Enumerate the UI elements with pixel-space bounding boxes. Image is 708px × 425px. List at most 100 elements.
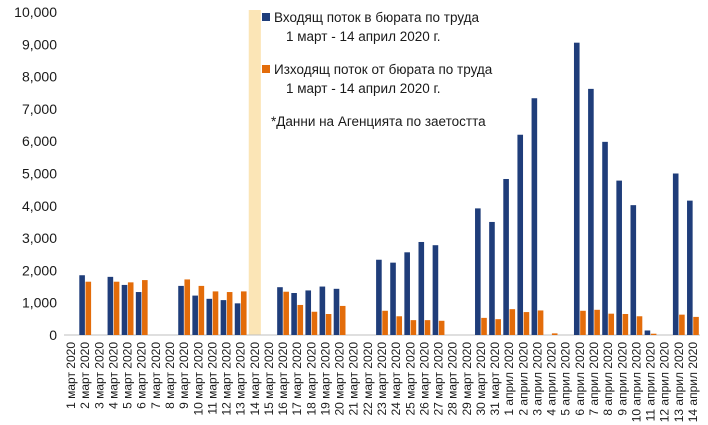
- x-tick-label: 9 март 2020: [177, 342, 191, 409]
- bar-outflow: [679, 314, 685, 335]
- bar-inflow: [602, 141, 608, 335]
- x-tick-label: 8 април 2020: [601, 342, 615, 416]
- x-tick-label: 22 март 2020: [361, 342, 375, 416]
- y-tick-label: 8,000: [22, 69, 57, 85]
- bar-outflow: [495, 319, 501, 335]
- bar-inflow: [475, 208, 481, 335]
- y-axis: 0 1,000 2,000 3,000 4,000 5,000 6,000 7,000 8,00…: [14, 4, 700, 343]
- x-tick-label: 6 март 2020: [135, 342, 149, 409]
- bar-outflow: [226, 292, 233, 335]
- bar-inflow: [517, 134, 524, 335]
- bar-outflow: [198, 285, 205, 335]
- x-tick-label: 14 март 2020: [248, 342, 262, 416]
- bar-outflow: [608, 313, 615, 335]
- bar-inflow: [573, 42, 580, 336]
- x-tick-label: 10 март 2020: [191, 342, 205, 416]
- x-tick-label: 26 март 2020: [417, 342, 431, 416]
- y-tick-label: 9,000: [22, 36, 57, 52]
- bar-inflow: [376, 259, 382, 335]
- bar-inflow: [135, 292, 142, 335]
- bar-inflow: [277, 287, 283, 335]
- x-tick-label: 12 март 2020: [220, 342, 234, 416]
- bar-outflow: [325, 314, 332, 335]
- y-tick-label: 10,000: [14, 4, 57, 20]
- x-tick-label: 2 април 2020: [516, 342, 530, 416]
- legend-swatch-outflow: [262, 65, 270, 73]
- bar-outflow: [537, 310, 544, 335]
- y-tick-label: 2,000: [22, 262, 57, 278]
- bars: [79, 42, 699, 336]
- bar-outflow: [693, 316, 699, 335]
- legend-entry-outflow: Изходящ поток от бюрата по труда 1 март …: [262, 60, 702, 98]
- x-tick-label: 13 март 2020: [234, 342, 248, 416]
- bar-inflow: [503, 178, 509, 335]
- x-tick-label: 6 април 2020: [573, 342, 587, 416]
- legend-period-outflow: 1 март - 14 април 2020 г.: [286, 81, 441, 96]
- y-tick-label: 5,000: [22, 166, 57, 182]
- x-tick-label: 1 март 2020: [64, 342, 78, 409]
- bar-inflow: [404, 252, 410, 335]
- bar-inflow: [178, 285, 184, 335]
- bar-inflow: [220, 300, 227, 335]
- x-tick-label: 15 март 2020: [262, 342, 276, 416]
- bar-inflow: [390, 262, 396, 335]
- y-tick-label: 6,000: [22, 133, 57, 149]
- bar-outflow: [594, 309, 600, 335]
- y-tick-label: 1,000: [22, 295, 57, 311]
- bar-outflow: [127, 282, 134, 335]
- bar-outflow: [523, 312, 530, 335]
- bar-outflow: [142, 280, 148, 335]
- bar-outflow: [283, 291, 289, 335]
- bar-outflow: [396, 316, 403, 335]
- y-tick-label: 4,000: [22, 198, 57, 214]
- bar-inflow: [630, 205, 637, 335]
- x-tick-label: 16 март 2020: [276, 342, 290, 416]
- bar-outflow: [212, 291, 219, 335]
- bar-inflow: [644, 330, 651, 335]
- x-tick-label: 3 април 2020: [530, 342, 544, 416]
- x-tick-label: 11 март 2020: [205, 342, 219, 415]
- x-tick-label: 4 март 2020: [106, 342, 120, 409]
- x-tick-label: 7 март 2020: [149, 342, 163, 409]
- bar-inflow: [234, 303, 241, 335]
- bar-inflow: [672, 173, 679, 335]
- bar-outflow: [622, 314, 629, 335]
- x-tick-label: 12 април 2020: [658, 342, 672, 423]
- bar-inflow: [291, 293, 297, 335]
- bar-outflow: [580, 310, 586, 335]
- bar-inflow: [588, 88, 594, 336]
- legend-label-inflow: Входящ поток в бюрата по труда: [274, 10, 480, 25]
- data-source-note: *Данни на Агенцията по заетостта: [271, 114, 486, 129]
- bar-inflow: [107, 276, 114, 335]
- bar-outflow: [481, 317, 487, 335]
- x-tick-label: 3 март 2020: [92, 342, 106, 409]
- y-tick-label: 7,000: [22, 101, 57, 117]
- bar-outflow: [438, 320, 445, 335]
- x-tick-label: 30 март 2020: [474, 342, 488, 416]
- x-tick-label: 27 март 2020: [432, 342, 446, 416]
- x-tick-label: 28 март 2020: [446, 342, 460, 416]
- bar-inflow: [531, 98, 538, 335]
- x-tick-label: 9 април 2020: [615, 342, 629, 416]
- bar-outflow: [311, 311, 318, 335]
- x-tick-label: 29 март 2020: [460, 342, 474, 416]
- x-tick-label: 4 април 2020: [545, 342, 559, 416]
- legend-entry-inflow: Входящ поток в бюрата по труда 1 март - …: [262, 8, 702, 46]
- y-tick-label: 0: [49, 327, 57, 343]
- bar-inflow: [687, 200, 693, 335]
- legend-period-inflow: 1 март - 14 април 2020 г.: [286, 29, 441, 44]
- x-axis-labels: 1 март 2020 2 март 2020 3 март 2020 4 март …: [64, 342, 700, 423]
- bar-inflow: [616, 180, 622, 335]
- x-tick-label: 24 март 2020: [389, 342, 403, 416]
- bar-inflow: [333, 288, 340, 335]
- bar-inflow: [489, 221, 495, 335]
- bar-outflow: [509, 309, 516, 335]
- bar-outflow: [424, 320, 431, 335]
- highlight-band-layer: [248, 10, 261, 335]
- x-tick-label: 5 април 2020: [559, 342, 573, 416]
- bar-outflow: [85, 281, 92, 335]
- bar-inflow: [79, 275, 85, 335]
- bar-inflow: [305, 290, 312, 335]
- bar-outflow: [339, 305, 346, 335]
